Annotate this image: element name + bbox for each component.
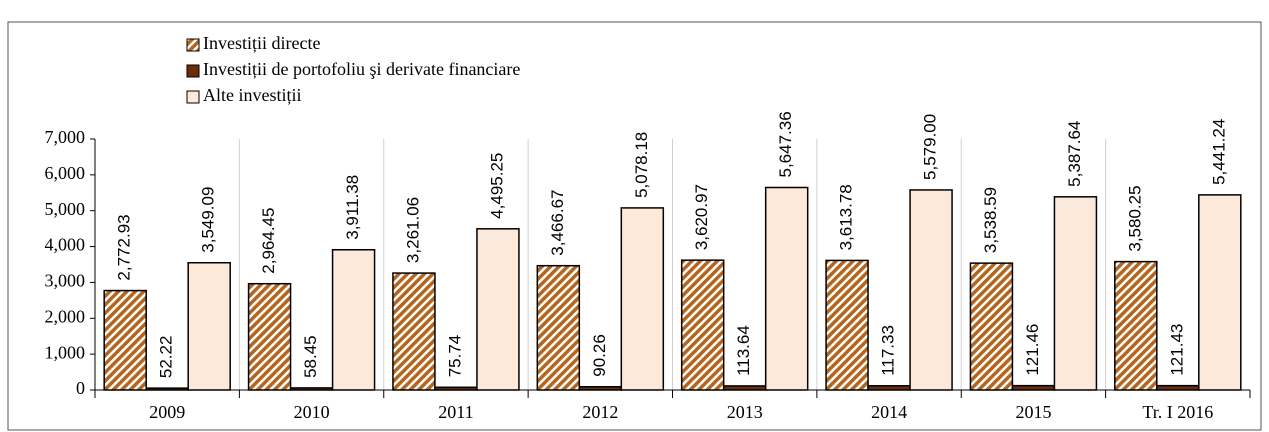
value-label: 3,620.97 (692, 184, 711, 250)
y-tick-label: 5,000 (45, 199, 86, 219)
chart-frame (7, 21, 1262, 431)
bar (187, 261, 231, 391)
value-label: 113.64 (734, 325, 753, 376)
legend-swatch (186, 90, 200, 104)
bar (145, 387, 189, 391)
value-label: 52.22 (157, 336, 176, 379)
value-label: 4,495.25 (487, 153, 506, 219)
bar (103, 289, 147, 391)
bar (476, 228, 520, 391)
legend-swatch (186, 38, 200, 52)
value-label: 75.74 (445, 335, 464, 378)
value-label: 3,261.06 (403, 197, 422, 263)
x-tick-label: 2011 (438, 402, 473, 422)
value-label: 3,580.25 (1125, 185, 1144, 251)
value-label: 3,466.67 (548, 190, 567, 256)
x-tick-label: 2015 (1015, 402, 1051, 422)
bar (392, 272, 436, 391)
bar (909, 189, 953, 391)
bar (434, 386, 478, 391)
y-tick-label: 7,000 (45, 127, 86, 147)
bar (722, 385, 767, 391)
bar (620, 207, 665, 391)
value-label: 5,579.00 (921, 114, 940, 180)
y-tick-label: 4,000 (45, 235, 86, 255)
x-tick-label: 2012 (582, 402, 618, 422)
y-tick-label: 2,000 (45, 306, 86, 326)
y-tick-label: 6,000 (45, 163, 86, 183)
bar (1011, 384, 1056, 391)
legend-label: Investiții de portofoliu şi derivate fin… (203, 59, 520, 79)
value-label: 5,647.36 (776, 111, 795, 177)
x-tick-label: 2013 (727, 402, 763, 422)
value-label: 121.46 (1023, 324, 1042, 376)
bar (331, 248, 376, 391)
bar (867, 385, 911, 391)
value-label: 3,911.38 (343, 175, 362, 240)
value-label: 5,441.24 (1209, 119, 1228, 185)
legend-label: Alte investiții (203, 85, 302, 105)
value-label: 3,538.59 (981, 187, 1000, 253)
bar (578, 386, 623, 391)
bar (825, 259, 869, 391)
bar (247, 282, 292, 391)
y-tick-label: 0 (76, 378, 85, 398)
bar (1053, 196, 1098, 391)
y-tick-label: 1,000 (45, 342, 86, 362)
x-tick-label: 2014 (871, 402, 907, 422)
bar (1114, 260, 1158, 391)
bar (680, 259, 725, 391)
x-tick-label: 2010 (294, 402, 330, 422)
y-tick-label: 3,000 (45, 271, 86, 291)
value-label: 3,549.09 (199, 187, 218, 253)
bar (536, 264, 581, 391)
bar (969, 262, 1014, 391)
value-label: 2,772.93 (115, 214, 134, 280)
bar (764, 186, 809, 391)
value-label: 5,387.64 (1065, 121, 1084, 187)
value-label: 90.26 (590, 334, 609, 377)
value-label: 3,613.78 (837, 184, 856, 250)
value-label: 2,964.45 (259, 208, 278, 274)
value-label: 58.45 (301, 335, 320, 378)
legend-label: Investiții directe (203, 33, 320, 53)
value-label: 117.33 (879, 325, 898, 376)
bar (289, 387, 334, 391)
bar (1156, 384, 1200, 391)
bar (1198, 194, 1242, 391)
value-label: 5,078.18 (632, 132, 651, 198)
value-label: 121.43 (1167, 324, 1186, 376)
x-tick-label: Tr. I 2016 (1142, 402, 1213, 422)
legend-swatch (186, 64, 200, 78)
x-tick-label: 2009 (149, 402, 185, 422)
